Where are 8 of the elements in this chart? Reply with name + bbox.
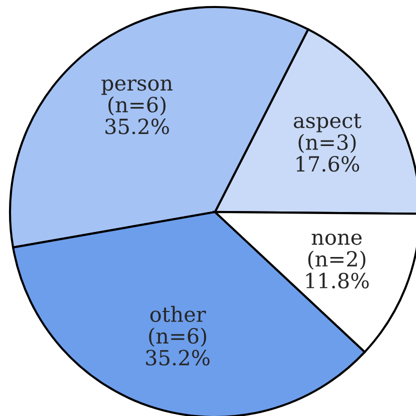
slice-label: other (150, 306, 206, 322)
slice-label: aspect (294, 114, 362, 132)
data-label: (n=6) 35.2% (146, 328, 210, 366)
data-label: (n=3) 17.6% (296, 134, 360, 172)
data-label: (n=2) 11.8% (306, 250, 369, 288)
data-label: (n=6) 35.2% (106, 96, 169, 134)
slice-label: none (312, 234, 362, 245)
slice-label: person (101, 79, 173, 95)
